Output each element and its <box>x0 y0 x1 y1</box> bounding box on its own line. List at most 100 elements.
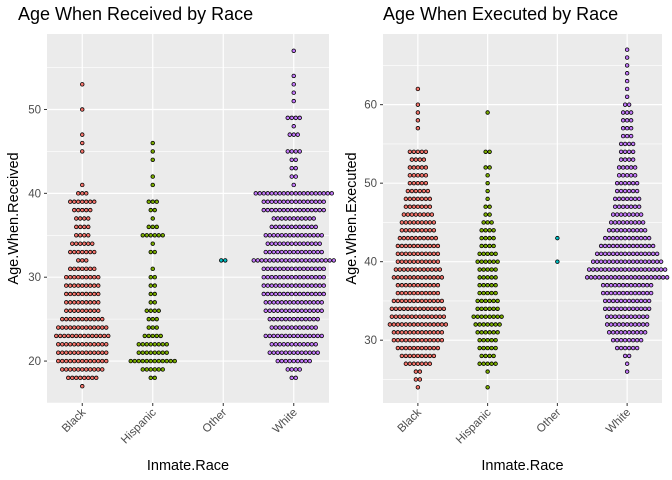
dot-point <box>100 358 105 364</box>
dot-point <box>487 298 492 304</box>
dot-point <box>299 333 304 339</box>
dot-point <box>485 220 490 225</box>
dot-point <box>297 115 302 121</box>
dot-point <box>64 291 69 297</box>
dot-point <box>287 258 292 263</box>
dot-point <box>616 322 622 327</box>
dot-point <box>150 182 155 188</box>
dot-point <box>618 251 624 257</box>
dot-point <box>283 316 288 322</box>
dot-point <box>273 291 278 297</box>
dot-point <box>307 308 312 313</box>
dot-point <box>391 298 397 304</box>
dot-point <box>413 235 419 241</box>
dot-point <box>644 314 650 319</box>
dot-point <box>419 275 425 280</box>
dot-point <box>68 358 73 364</box>
dot-point <box>311 308 316 313</box>
dot-point <box>321 207 326 213</box>
dot-point <box>443 322 449 327</box>
dot-point <box>483 165 488 170</box>
dot-point <box>295 316 300 322</box>
dot-point <box>305 224 310 230</box>
dot-point <box>293 291 298 297</box>
dot-point <box>263 249 268 255</box>
dot-point <box>403 290 409 296</box>
dot-point <box>423 259 429 264</box>
dot-point <box>60 316 65 322</box>
dot-point <box>622 298 628 304</box>
dot-point <box>632 322 638 327</box>
dot-point <box>88 350 93 355</box>
dot-point <box>285 266 290 272</box>
dot-point <box>60 367 65 372</box>
dot-point <box>415 290 421 296</box>
dot-point <box>281 224 286 230</box>
dot-point <box>74 241 79 246</box>
dot-point <box>407 345 413 351</box>
dot-point <box>632 220 638 225</box>
dot-point <box>638 228 644 233</box>
dot-point <box>100 342 105 347</box>
dot-point <box>481 290 486 296</box>
dot-point <box>618 298 624 304</box>
dot-point <box>630 228 636 233</box>
dot-point <box>407 149 413 154</box>
dot-point <box>309 207 314 213</box>
dot-point <box>429 212 435 217</box>
dot-point <box>275 333 280 339</box>
y-tick-label: 40 <box>28 188 41 200</box>
dot-point <box>628 220 634 225</box>
dot-point <box>628 126 634 131</box>
dot-point <box>411 361 417 366</box>
y-tick-label: 40 <box>364 257 377 269</box>
dot-point <box>403 228 409 233</box>
dot-point <box>299 216 304 221</box>
dot-point <box>626 306 632 311</box>
dot-point <box>626 212 632 217</box>
dot-point <box>407 180 413 186</box>
dot-point <box>303 216 308 221</box>
dot-point <box>269 275 274 280</box>
dot-point <box>96 316 101 322</box>
dot-point <box>92 300 97 305</box>
dot-point <box>397 314 403 319</box>
dot-point <box>435 322 441 327</box>
dot-point <box>92 308 97 313</box>
dot-point <box>431 228 437 233</box>
dot-point <box>287 249 292 255</box>
dot-point <box>479 243 484 249</box>
dot-point <box>630 251 636 257</box>
dot-point <box>152 291 157 297</box>
dot-point <box>297 291 302 297</box>
dot-point <box>441 306 447 311</box>
dot-point <box>630 235 636 241</box>
dot-point <box>299 249 304 255</box>
dot-point <box>417 267 423 272</box>
dot-point <box>632 275 638 280</box>
dot-point <box>285 291 290 297</box>
dot-point <box>261 275 266 280</box>
dot-point <box>164 342 169 347</box>
dot-point <box>291 358 296 364</box>
dot-point <box>56 358 61 364</box>
dot-point <box>485 251 490 257</box>
dot-point <box>427 220 433 225</box>
dot-point <box>88 283 93 288</box>
dot-point <box>150 157 155 162</box>
dot-point <box>309 342 314 347</box>
dot-point <box>293 375 298 381</box>
dot-point <box>435 330 441 335</box>
dot-point <box>148 367 153 372</box>
dot-point <box>642 228 648 233</box>
dot-point <box>307 258 312 263</box>
dot-point <box>305 241 310 246</box>
dot-point <box>313 207 318 213</box>
dot-point <box>279 350 284 355</box>
dot-point <box>150 174 155 179</box>
y-tick-label: 30 <box>364 335 377 347</box>
dot-point <box>168 358 173 364</box>
dot-point <box>86 216 91 221</box>
dot-point <box>654 251 660 257</box>
dot-point <box>285 325 290 330</box>
